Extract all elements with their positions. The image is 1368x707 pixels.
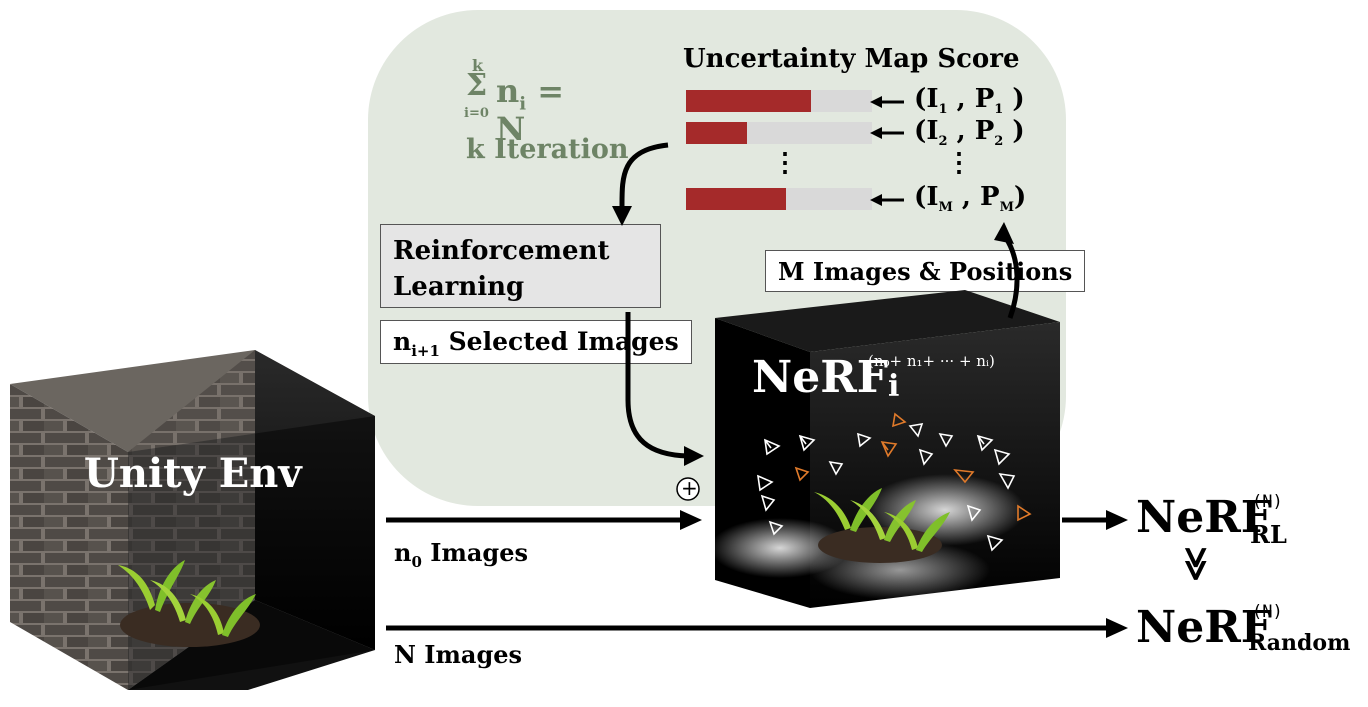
- unity-env-label: Unity Env: [84, 450, 302, 497]
- sum-upper-limit: k: [472, 56, 484, 75]
- nerf-rl-sub: RL: [1250, 520, 1287, 549]
- iteration-label: k Iteration: [466, 134, 629, 165]
- uncertainty-bar-m: [686, 188, 872, 210]
- reinforcement-learning-box: Reinforcement Learning: [380, 224, 661, 308]
- uncertainty-bar-2: [686, 122, 872, 144]
- plus-circle: [676, 477, 700, 501]
- uncertainty-bar-1: [686, 90, 872, 112]
- arrow-uncertainty-to-rl: [619, 142, 669, 211]
- comparison-symbol: ≫: [1175, 546, 1216, 582]
- unity-brick-wall-left: [10, 384, 128, 690]
- bar-ellipsis: ⋮: [772, 148, 798, 178]
- unity-plants: [118, 560, 260, 647]
- flow-arrows: [386, 100, 1110, 631]
- pair-row-1: (I1 , P1 ): [914, 84, 1025, 118]
- arrow-selected-to-nerf: [625, 312, 689, 459]
- n0-images-label: n0 Images: [394, 538, 528, 571]
- m-images-positions-label: M Images & Positions: [765, 250, 1086, 292]
- nerf-random-sub: Random: [1248, 630, 1351, 656]
- plus-symbol: +: [681, 476, 698, 500]
- sum-expression: ni = N: [496, 72, 565, 148]
- rl-line-1: Reinforcement: [393, 236, 610, 266]
- sum-lower-limit: i=0: [464, 106, 489, 121]
- nerf-cube: [710, 290, 1060, 608]
- unity-cube-side: [255, 350, 375, 650]
- pair-row-2: (I2 , P2 ): [914, 116, 1025, 150]
- nerf-i-label: NeRFi (n₀+ n₁+ ··· + nᵢ): [752, 352, 995, 405]
- nerf-rl-sup: (N): [1252, 492, 1283, 512]
- summation-formula: k Σ i=0 ni = N: [462, 56, 602, 148]
- pair-row-m: (IM , PM): [914, 182, 1027, 216]
- uncertainty-title: Uncertainty Map Score: [683, 44, 1020, 74]
- arrow-nerf-to-uncertainty: [1003, 236, 1020, 319]
- arrow-heads: [612, 96, 1128, 638]
- camera-frustums: [757, 412, 1032, 552]
- nerf-cube-top: [715, 290, 1060, 352]
- nerf-i-superscript: (n₀+ n₁+ ··· + nᵢ): [868, 352, 995, 370]
- uncertainty-bar-2-fill: [686, 122, 748, 144]
- uncertainty-bar-m-fill: [686, 188, 787, 210]
- uncertainty-bar-1-fill: [686, 90, 811, 112]
- nerf-random-sup: (N): [1252, 602, 1283, 622]
- sum-symbol: Σ: [466, 68, 488, 103]
- nerf-rl-result: NeRF (N) RL: [1136, 492, 1287, 549]
- n-images-label: N Images: [394, 640, 523, 669]
- nerf-plants: [814, 488, 950, 563]
- unity-env-cube: [10, 350, 375, 690]
- nerf-random-result: NeRF (N) Random: [1136, 602, 1351, 656]
- rl-line-2: Learning: [393, 272, 525, 302]
- selected-images-label: ni+1 Selected Images: [380, 320, 692, 364]
- pair-ellipsis: ⋮: [946, 148, 972, 178]
- unity-cube-floor: [128, 600, 375, 690]
